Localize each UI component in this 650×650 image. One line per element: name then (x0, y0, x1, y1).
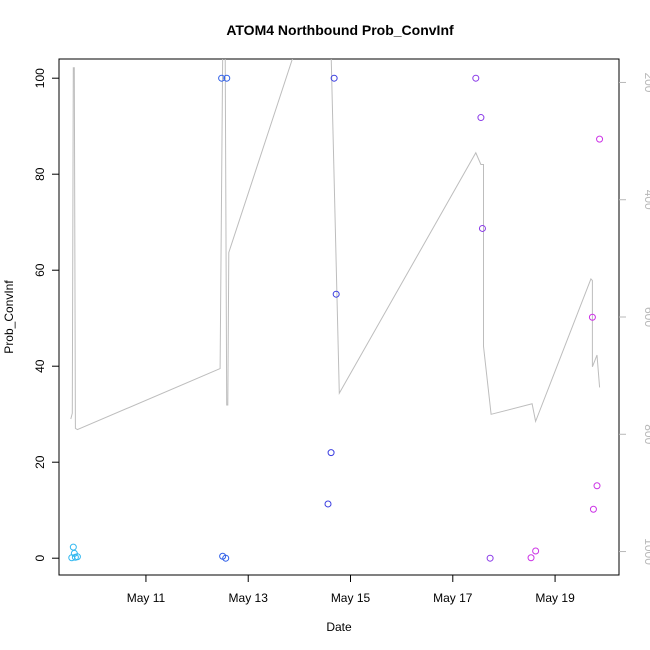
y2-tick-label: 600 (642, 307, 650, 327)
data-point (332, 290, 340, 298)
x-tick-label: May 11 (127, 591, 166, 605)
data-point (218, 74, 226, 82)
plot-frame (58, 58, 620, 576)
data-point (593, 482, 601, 490)
y-tick-label: 40 (33, 359, 47, 373)
data-point (478, 224, 486, 232)
y-tick-label: 20 (33, 455, 47, 469)
data-point (527, 554, 535, 562)
line-series-path (70, 59, 601, 431)
data-point (222, 554, 230, 562)
y2-tick-label: 200 (642, 72, 650, 92)
chart-title: ATOM4 Northbound Prob_ConvInf (226, 22, 454, 38)
y2-tick-label: 400 (642, 190, 650, 210)
y2-tick-label: 800 (642, 424, 650, 444)
data-point (68, 554, 76, 562)
data-point (589, 505, 597, 513)
data-point (69, 543, 77, 551)
data-point (330, 74, 338, 82)
x-tick-label: May 17 (433, 591, 473, 605)
y-axis-left: 0 20 40 60 80 100 (33, 68, 59, 562)
data-point (596, 135, 604, 143)
y-axis-label: Prob_ConvInf (2, 280, 16, 354)
data-point (532, 547, 540, 555)
data-point (324, 500, 332, 508)
y-axis-right: 200 400 600 800 1000 (619, 72, 650, 565)
x-axis-label: Date (326, 620, 352, 634)
line-series (70, 59, 601, 431)
x-tick-label: May 15 (331, 591, 371, 605)
data-point (327, 449, 335, 457)
x-tick-label: May 19 (535, 591, 575, 605)
data-point (486, 554, 494, 562)
y2-tick-label: 1000 (642, 538, 650, 565)
point-series (68, 74, 604, 562)
data-point (588, 313, 596, 321)
x-tick-label: May 13 (229, 591, 269, 605)
data-point (477, 114, 485, 122)
y-tick-label: 80 (33, 167, 47, 181)
y-tick-label: 0 (33, 555, 47, 562)
x-axis: May 11 May 13 May 15 May 17 May 19 (127, 575, 575, 605)
data-point (223, 74, 231, 82)
data-point (472, 74, 480, 82)
y-tick-label: 60 (33, 263, 47, 277)
y-tick-label: 100 (33, 68, 47, 88)
